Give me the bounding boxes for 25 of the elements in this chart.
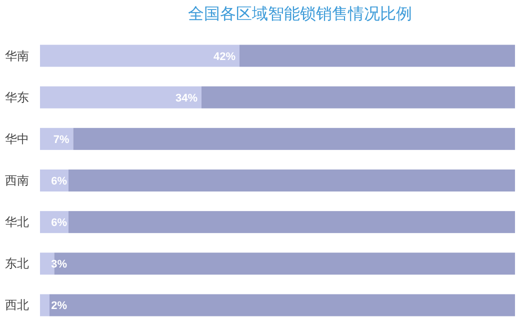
bar xyxy=(202,86,515,108)
bar xyxy=(40,128,74,150)
bar xyxy=(68,170,515,192)
y-tick-label: 华东 xyxy=(5,90,29,104)
y-tick-label: 华中 xyxy=(5,132,29,146)
data-label: 42% xyxy=(213,50,236,63)
data-label: 6% xyxy=(51,176,68,188)
bar xyxy=(40,44,240,67)
data-label: 34% xyxy=(175,92,198,104)
bar xyxy=(40,86,202,108)
bar xyxy=(40,294,50,316)
bar xyxy=(68,211,515,234)
y-tick-label: 华南 xyxy=(5,48,29,63)
data-label: 7% xyxy=(53,134,70,146)
chart-title: 全国各区域智能锁销售情况比例 xyxy=(188,5,412,23)
data-label: 2% xyxy=(51,300,68,312)
bar xyxy=(50,294,515,316)
bar xyxy=(240,44,515,67)
y-tick-label: 东北 xyxy=(5,256,29,271)
y-tick-label: 西北 xyxy=(5,298,29,312)
data-label: 6% xyxy=(51,217,68,230)
y-tick-label: 西南 xyxy=(5,174,29,188)
y-tick-label: 华北 xyxy=(5,215,29,230)
data-label: 3% xyxy=(51,258,68,271)
bar xyxy=(73,128,515,150)
